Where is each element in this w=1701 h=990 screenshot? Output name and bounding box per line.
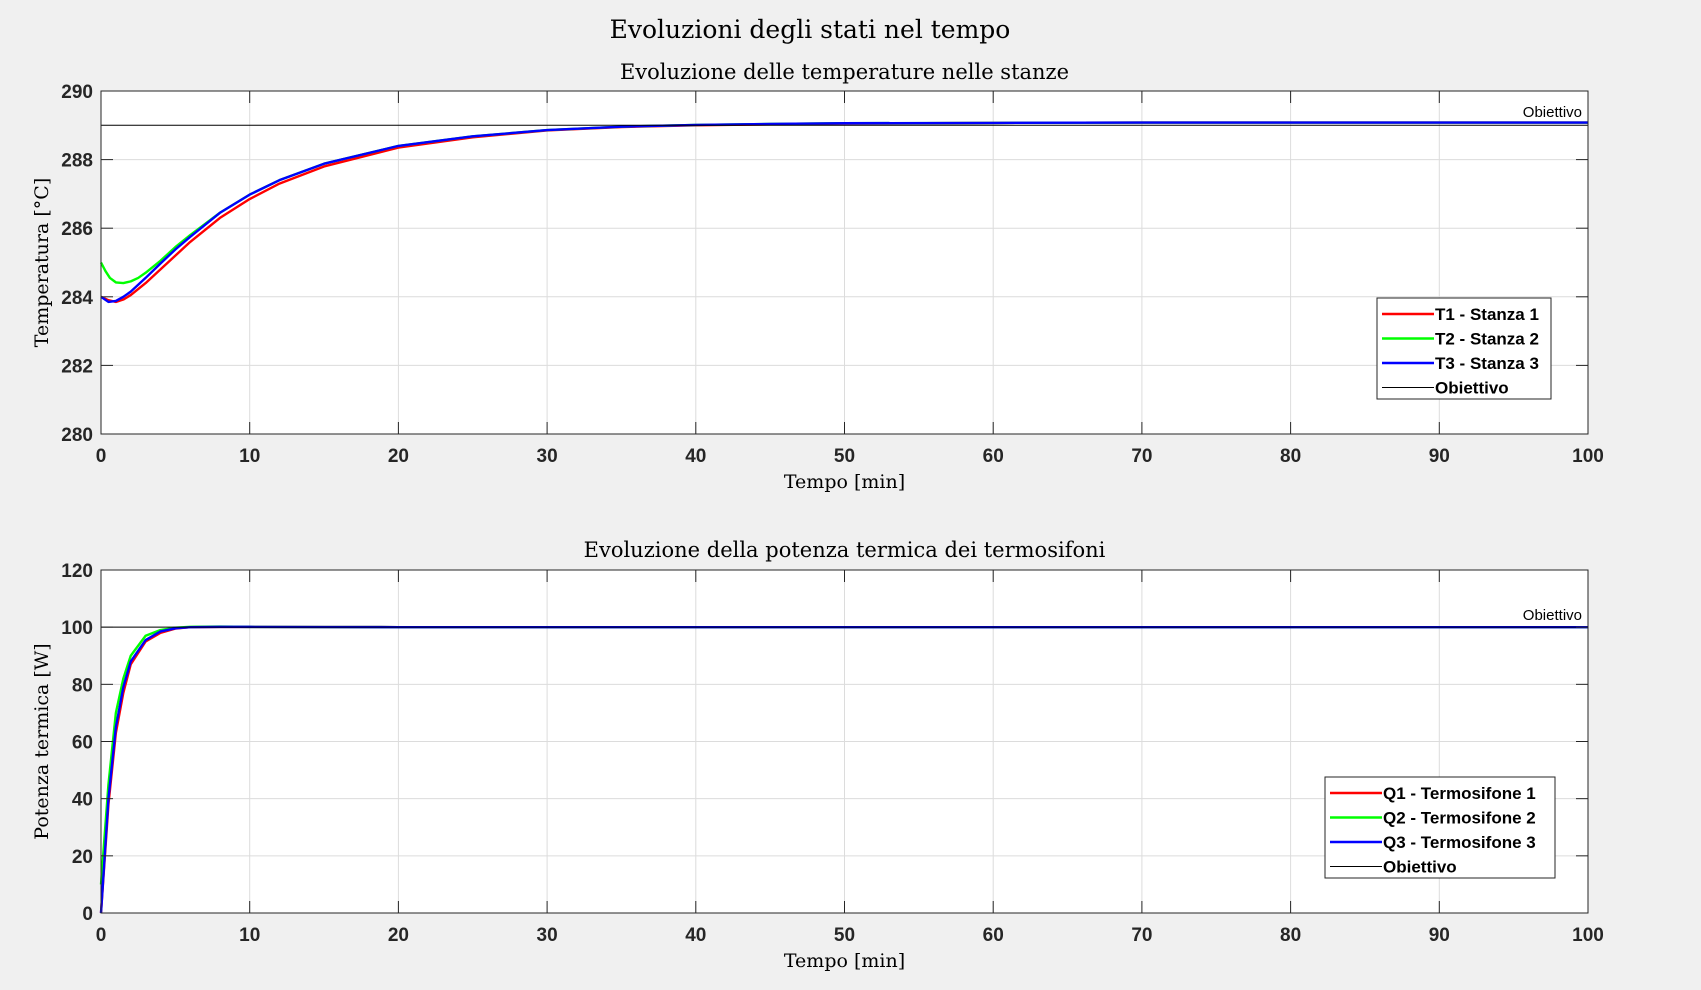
power-chart-title: Evoluzione della potenza termica dei ter… [584,538,1106,562]
temperature-chart-title: Evoluzione delle temperature nelle stanz… [620,60,1069,84]
power-x-tick-label: 80 [1280,925,1301,946]
power-chart: 0 10 20 30 40 50 60 70 80 90 100 0 20 40 60 80 100 120 Ev… [31,538,1604,972]
power-x-tick-label: 100 [1572,925,1604,946]
temperature-legend: T1 - Stanza 1 T2 - Stanza 2 T3 - Stanza 3 O… [1376,297,1552,400]
temperature-grid [101,91,1588,434]
temperature-legend-label: Obiettivo [1435,379,1509,398]
power-legend-label: Obiettivo [1383,858,1457,877]
power-series [99,625,1588,914]
temperature-x-tick-label: 100 [1572,446,1604,467]
power-objective-annotation: Obiettivo [1523,607,1582,624]
temperature-legend-label: T3 - Stanza 3 [1435,354,1539,373]
temperature-ticks: 0 10 20 30 40 50 60 70 80 90 100 280 282 284 286 288 290 [61,82,1604,467]
temperature-x-tick-label: 60 [983,446,1004,467]
temperature-series-line-3 [100,121,1588,304]
power-ticks: 0 10 20 30 40 50 60 70 80 90 100 0 20 40 60 80 100 120 [61,561,1604,946]
temperature-y-tick-label: 286 [61,219,93,240]
temperature-x-axis-label: Tempo [min] [784,471,905,493]
power-x-tick-label: 90 [1429,925,1450,946]
temperature-legend-label: T2 - Stanza 2 [1435,330,1539,349]
temperature-y-tick-label: 284 [61,288,93,309]
power-y-tick-label: 60 [72,733,93,754]
power-x-tick-label: 70 [1131,925,1152,946]
temperature-x-tick-label: 50 [834,446,855,467]
temperature-x-tick-label: 70 [1131,446,1152,467]
power-y-tick-label: 0 [82,904,93,925]
power-x-tick-label: 50 [834,925,855,946]
power-y-tick-label: 120 [61,561,93,582]
temperature-x-tick-label: 40 [685,446,706,467]
temperature-y-tick-label: 288 [61,151,93,172]
temperature-y-tick-label: 290 [61,82,93,103]
temperature-x-tick-label: 30 [537,446,558,467]
temperature-series [99,121,1588,304]
power-x-tick-label: 0 [96,925,107,946]
temperature-chart: 0 10 20 30 40 50 60 70 80 90 100 280 282 284 286 288 290… [31,60,1604,493]
temperature-x-tick-label: 10 [239,446,260,467]
temperature-x-tick-label: 80 [1280,446,1301,467]
power-y-tick-label: 80 [72,675,93,696]
power-y-tick-label: 100 [61,618,93,639]
temperature-y-tick-label: 280 [61,425,93,446]
power-legend-label: Q1 - Termosifone 1 [1383,784,1536,803]
power-x-tick-label: 40 [685,925,706,946]
power-legend: Q1 - Termosifone 1 Q2 - Termosifone 2 Q3 -… [1324,776,1556,879]
power-y-tick-label: 20 [72,847,93,868]
power-legend-label: Q3 - Termosifone 3 [1383,833,1536,852]
power-x-tick-label: 60 [983,925,1004,946]
power-x-tick-label: 20 [388,925,409,946]
power-legend-label: Q2 - Termosifone 2 [1383,809,1536,828]
figure-title: Evoluzioni degli stati nel tempo [610,15,1011,44]
temperature-y-axis-label: Temperatura [°C] [31,178,53,347]
power-x-axis-label: Tempo [min] [784,950,905,972]
temperature-x-tick-label: 20 [388,446,409,467]
temperature-objective-annotation: Obiettivo [1523,104,1582,121]
temperature-y-tick-label: 282 [61,356,93,377]
power-x-tick-label: 30 [537,925,558,946]
temperature-legend-label: T1 - Stanza 1 [1435,305,1539,324]
power-y-axis-label: Potenza termica [W] [31,643,53,839]
power-x-tick-label: 10 [239,925,260,946]
power-y-tick-label: 40 [72,790,93,811]
temperature-x-tick-label: 90 [1429,446,1450,467]
temperature-x-tick-label: 0 [96,446,107,467]
